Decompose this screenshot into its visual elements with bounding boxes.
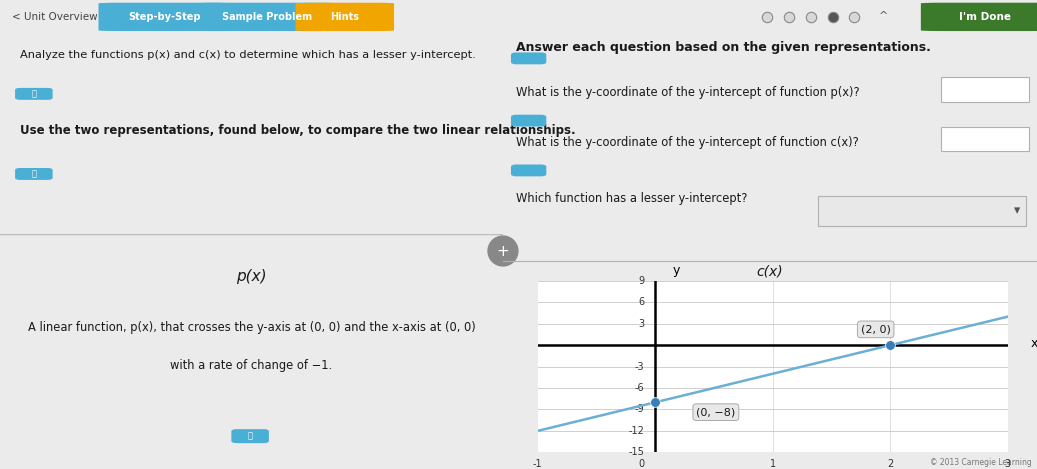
Text: 3: 3 xyxy=(1005,460,1011,469)
Text: 2: 2 xyxy=(887,460,893,469)
Text: 0: 0 xyxy=(639,460,645,469)
Text: A linear function, p(x), that crosses the y-axis at (0, 0) and the x-axis at (0,: A linear function, p(x), that crosses th… xyxy=(28,321,475,334)
Text: 👤: 👤 xyxy=(31,90,36,98)
Text: Sample Problem: Sample Problem xyxy=(222,12,312,22)
FancyBboxPatch shape xyxy=(296,3,394,31)
Text: 1: 1 xyxy=(769,460,776,469)
FancyBboxPatch shape xyxy=(231,429,269,443)
Text: Step-by-Step: Step-by-Step xyxy=(129,12,201,22)
Text: ^: ^ xyxy=(878,11,888,21)
FancyBboxPatch shape xyxy=(941,77,1029,102)
Text: Which function has a lesser y-intercept?: Which function has a lesser y-intercept? xyxy=(516,192,748,205)
Text: -6: -6 xyxy=(635,383,645,393)
Text: +: + xyxy=(497,243,509,258)
FancyBboxPatch shape xyxy=(921,3,1037,31)
Text: -9: -9 xyxy=(635,404,645,415)
Text: © 2013 Carnegie Learning: © 2013 Carnegie Learning xyxy=(930,458,1032,467)
Text: y: y xyxy=(673,265,680,277)
Text: What is the y-coordinate of the y-intercept of function p(x)?: What is the y-coordinate of the y-interc… xyxy=(516,86,860,99)
Text: 9: 9 xyxy=(639,276,645,286)
Text: Use the two representations, found below, to compare the two linear relationship: Use the two representations, found below… xyxy=(20,124,576,137)
Text: p(x): p(x) xyxy=(236,269,267,284)
Text: 👤: 👤 xyxy=(31,169,36,178)
Text: ▾: ▾ xyxy=(1013,204,1019,217)
Circle shape xyxy=(488,236,517,266)
Text: (0, −8): (0, −8) xyxy=(696,407,735,417)
Text: (2, 0): (2, 0) xyxy=(861,325,891,334)
Text: x: x xyxy=(1031,337,1037,349)
FancyBboxPatch shape xyxy=(99,3,231,31)
Text: -3: -3 xyxy=(635,362,645,371)
FancyBboxPatch shape xyxy=(16,168,53,180)
Text: 3: 3 xyxy=(639,319,645,329)
Text: c(x): c(x) xyxy=(757,265,783,279)
FancyBboxPatch shape xyxy=(511,53,546,64)
FancyBboxPatch shape xyxy=(818,196,1027,226)
FancyBboxPatch shape xyxy=(511,115,546,127)
Text: Answer each question based on the given representations.: Answer each question based on the given … xyxy=(516,40,931,53)
FancyBboxPatch shape xyxy=(197,3,337,31)
Text: Analyze the functions p(x) and c(x) to determine which has a lesser y-intercept.: Analyze the functions p(x) and c(x) to d… xyxy=(20,50,476,60)
Text: -15: -15 xyxy=(628,447,645,457)
Text: What is the y-coordinate of the y-intercept of function c(x)?: What is the y-coordinate of the y-interc… xyxy=(516,136,859,149)
Text: with a rate of change of −1.: with a rate of change of −1. xyxy=(170,359,333,372)
Text: I'm Done: I'm Done xyxy=(959,12,1011,22)
FancyBboxPatch shape xyxy=(16,88,53,100)
Text: < Unit Overview: < Unit Overview xyxy=(12,12,99,22)
Text: Hints: Hints xyxy=(331,12,359,22)
Text: 6: 6 xyxy=(639,297,645,307)
Text: -1: -1 xyxy=(533,460,542,469)
Text: -12: -12 xyxy=(628,426,645,436)
Text: 👤: 👤 xyxy=(248,431,253,441)
FancyBboxPatch shape xyxy=(511,165,546,176)
FancyBboxPatch shape xyxy=(941,127,1029,151)
